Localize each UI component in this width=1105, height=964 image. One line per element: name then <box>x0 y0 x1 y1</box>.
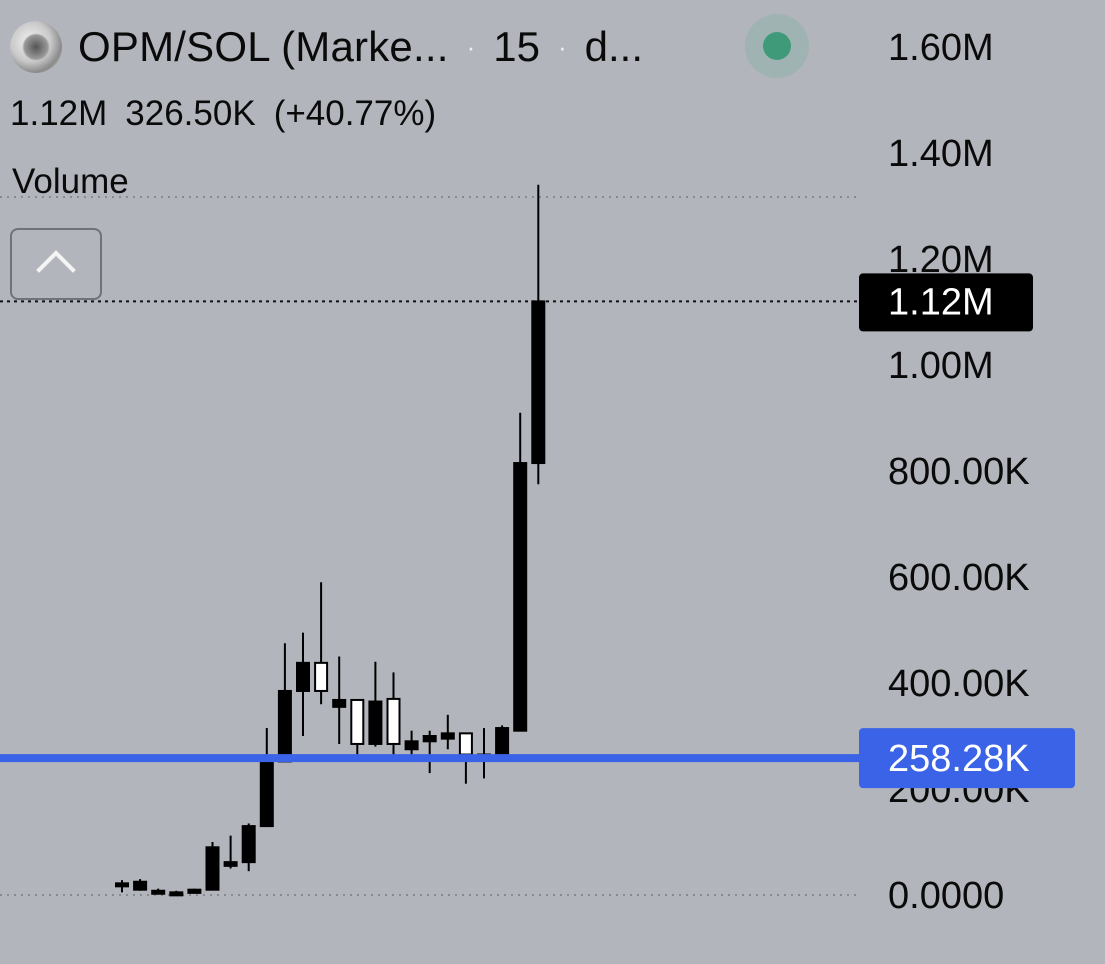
change-percent: (+40.77%) <box>273 94 437 133</box>
candle-body[interactable] <box>314 661 329 692</box>
candle-body[interactable] <box>277 689 292 763</box>
candle-body[interactable] <box>133 880 148 891</box>
symbol-title[interactable]: OPM/SOL (Marke... <box>78 23 449 70</box>
last-price-badge-text: 1.12M <box>888 281 994 323</box>
token-logo-icon[interactable] <box>10 21 62 73</box>
candle-body[interactable] <box>350 698 365 745</box>
candle-body[interactable] <box>115 882 129 888</box>
candle-body[interactable] <box>169 891 184 897</box>
candle-body[interactable] <box>296 661 310 692</box>
candle-body[interactable] <box>513 462 528 732</box>
candle-body[interactable] <box>531 300 546 465</box>
separator-dot: · <box>557 31 567 62</box>
candle-body[interactable] <box>404 740 419 751</box>
candle-body[interactable] <box>440 732 455 740</box>
candle-body[interactable] <box>187 888 202 894</box>
ohlc-values: 1.12M 326.50K (+40.77%) <box>10 94 454 134</box>
candle-body[interactable] <box>495 727 510 756</box>
close-value: 1.12M <box>10 94 108 133</box>
y-tick-label: 800.00K <box>888 451 1030 493</box>
candle-body[interactable] <box>332 698 347 708</box>
candle-body[interactable] <box>241 825 256 864</box>
volume-indicator-label[interactable]: Volume <box>12 162 129 201</box>
y-tick-label: 400.00K <box>888 663 1030 705</box>
candle-body[interactable] <box>205 846 220 891</box>
price-level-line[interactable] <box>0 754 860 763</box>
last-price-badge <box>859 273 1033 332</box>
price-level-badge-text: 258.28K <box>888 738 1030 780</box>
chart-header: OPM/SOL (Marke... · 15 · d... <box>10 21 810 73</box>
y-tick-label: 1.60M <box>888 27 994 69</box>
candle-body[interactable] <box>259 760 274 828</box>
change-value: 326.50K <box>125 94 256 133</box>
y-tick-label: 0.0000 <box>888 875 1004 917</box>
candle-body[interactable] <box>458 732 473 756</box>
y-tick-label: 600.00K <box>888 557 1030 599</box>
candle-body[interactable] <box>422 735 437 743</box>
candle-body[interactable] <box>386 697 401 745</box>
y-tick-label: 1.00M <box>888 345 994 387</box>
candle-body[interactable] <box>151 889 166 895</box>
candle-body[interactable] <box>368 700 383 745</box>
interval-label[interactable]: 15 <box>493 23 540 70</box>
price-level-badge[interactable] <box>859 728 1075 789</box>
market-status-icon[interactable] <box>745 14 809 78</box>
separator-dot: · <box>466 31 476 62</box>
y-tick-label: 1.40M <box>888 133 994 175</box>
candle-body[interactable] <box>223 861 238 867</box>
exchange-label[interactable]: d... <box>584 23 644 70</box>
collapse-indicators-button[interactable] <box>10 228 102 300</box>
